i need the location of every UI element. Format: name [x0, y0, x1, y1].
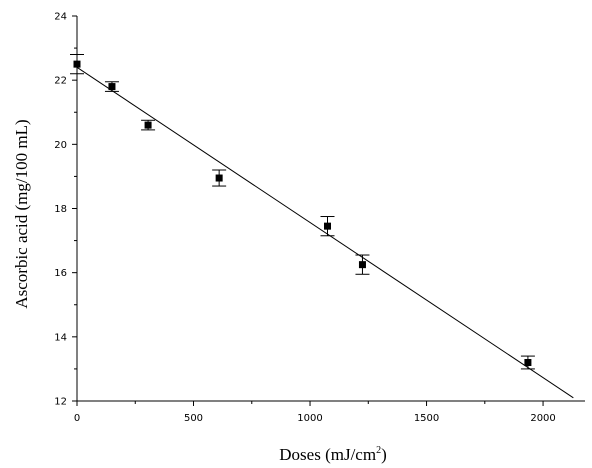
y-tick-label: 18: [54, 204, 67, 215]
square-marker: [358, 261, 366, 269]
data-point: [70, 54, 84, 75]
data-point: [320, 216, 335, 237]
x-axis-title: Doses (mJ/cm2): [279, 445, 386, 464]
x-ticks: 0 500 1000 1500 2000: [74, 401, 556, 424]
square-marker: [144, 121, 152, 129]
y-axis-title: Ascorbic acid (mg/100 mL): [12, 119, 31, 308]
x-tick-label: 1000: [297, 413, 322, 424]
y-tick-label: 12: [54, 397, 67, 408]
y-tick-label: 14: [54, 332, 67, 343]
data-points: [70, 54, 535, 370]
square-marker: [215, 174, 223, 182]
data-point: [212, 169, 227, 187]
y-ticks: 12 14 16 18 20 22 24: [54, 12, 77, 408]
y-tick-label: 20: [54, 140, 67, 151]
data-point: [141, 119, 156, 131]
y-tick-label: 16: [54, 268, 67, 279]
fit-line: [76, 66, 574, 399]
square-marker: [108, 83, 116, 91]
axes: [76, 16, 585, 402]
x-tick-label: 2000: [530, 413, 555, 424]
square-marker: [324, 222, 332, 230]
fit-line-group: [76, 66, 574, 399]
data-point: [355, 254, 370, 275]
y-tick-label: 22: [54, 76, 67, 87]
x-tick-label: 0: [74, 413, 80, 424]
square-marker: [73, 60, 81, 68]
y-tick-label: 24: [54, 12, 67, 23]
x-tick-label: 500: [184, 413, 203, 424]
x-tick-label: 1500: [414, 413, 439, 424]
data-point: [520, 355, 535, 370]
square-marker: [524, 359, 532, 366]
data-point: [104, 81, 119, 92]
